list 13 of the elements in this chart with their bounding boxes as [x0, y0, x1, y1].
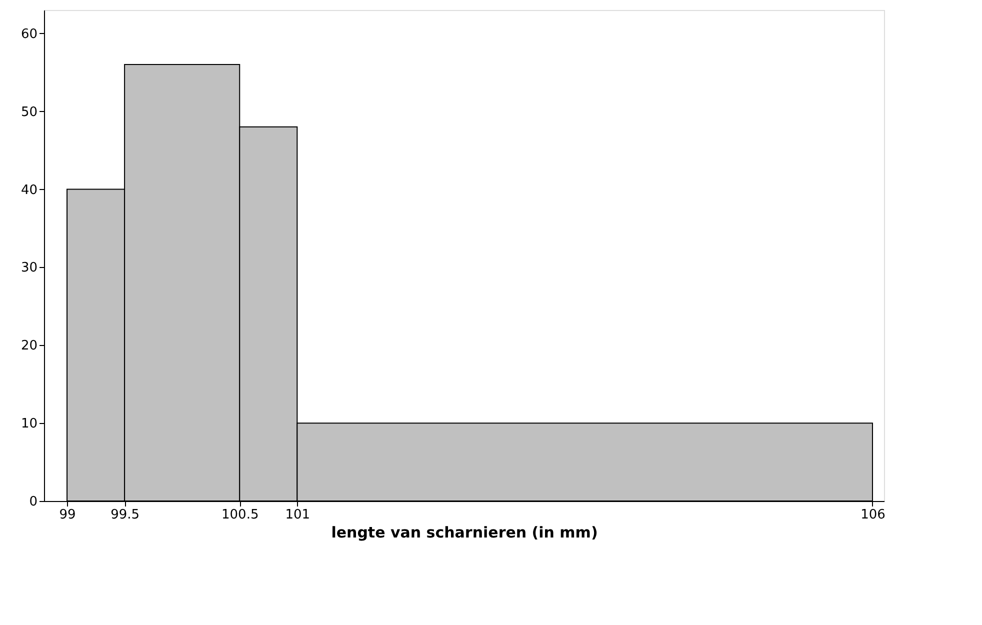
y-tick-label: 30	[20, 260, 38, 276]
y-tick-label: 60	[20, 26, 38, 42]
x-tick-label: 99	[59, 508, 76, 522]
x-tick-label: 99.5	[110, 508, 140, 522]
x-tick-label: 101	[285, 508, 310, 522]
y-tick-label: 0	[29, 494, 38, 510]
x-tick-label: 106	[860, 508, 886, 522]
x-axis-title: lengte van scharnieren (in mm)	[331, 524, 598, 542]
y-tick-label: 10	[20, 416, 38, 432]
y-tick-label: 50	[20, 104, 38, 120]
y-tick-label: 40	[20, 182, 38, 198]
y-tick-label: 20	[20, 338, 38, 354]
x-tick-label: 100.5	[222, 508, 259, 522]
